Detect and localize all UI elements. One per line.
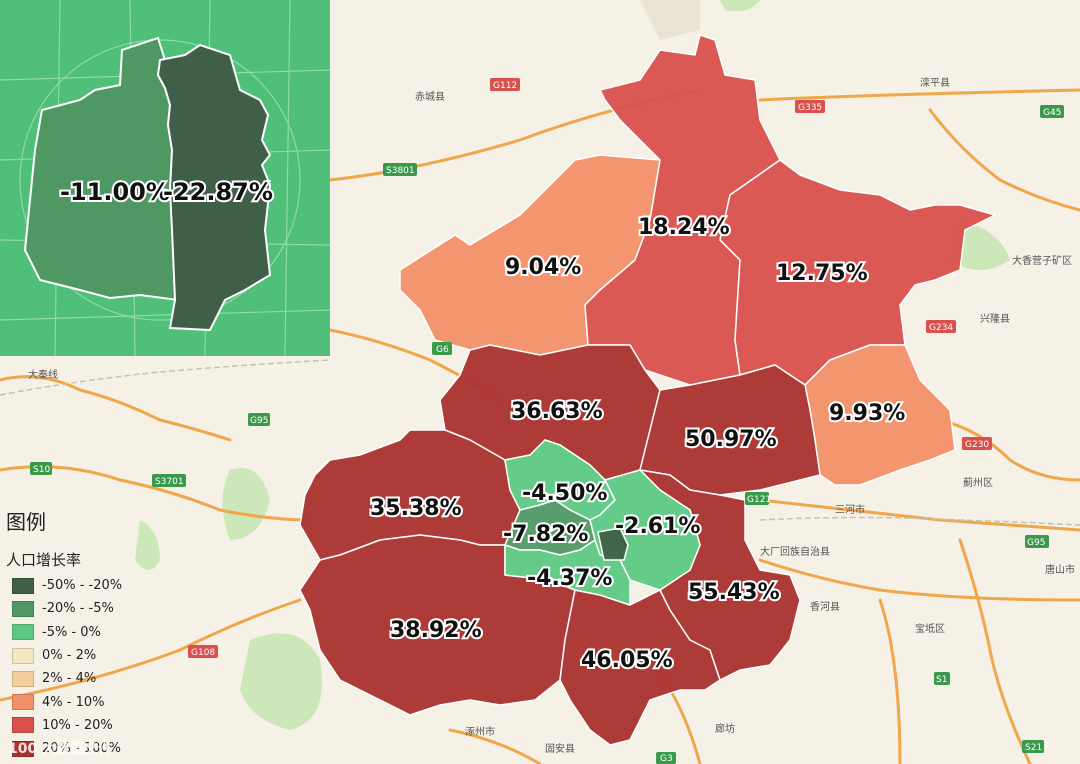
road-label: G95 <box>1027 538 1045 548</box>
label-昌平: 36.63% <box>511 399 603 424</box>
place-label: 三河市 <box>835 503 865 516</box>
road-label: G230 <box>965 440 989 450</box>
rail-label: 大秦线 <box>28 368 58 381</box>
place-label: 香河县 <box>810 601 840 613</box>
legend-swatch <box>12 670 34 687</box>
road-label: S3801 <box>386 166 415 176</box>
legend-swatch <box>12 647 34 664</box>
legend-label: 0% - 2% <box>42 648 97 664</box>
place-label: 大厂回族自治县 <box>760 545 830 558</box>
legend-item: 2% - 4% <box>6 667 156 690</box>
legend-label: 2% - 4% <box>42 671 97 687</box>
place-label: 廊坊 <box>715 722 735 735</box>
inset-dongcheng <box>156 43 272 332</box>
place-label: 蓟州区 <box>963 476 993 489</box>
legend-item: 4% - 10% <box>6 690 156 713</box>
legend-subtitle: 人口增长率 <box>6 551 82 569</box>
legend-swatch <box>12 717 34 734</box>
inset-label-xicheng: -11.00% <box>60 178 170 206</box>
label-房山: 38.92% <box>390 618 482 643</box>
district-丰台 <box>504 539 631 606</box>
district-大兴 <box>559 589 721 746</box>
label-通州: 55.43% <box>688 580 780 605</box>
legend-items: -50% - -20% -20% - -5% -5% - 0% 0% - 2% 2% -… <box>6 574 156 760</box>
legend-label: -50% - -20% <box>42 578 123 594</box>
district-密云 <box>719 159 996 386</box>
road-label: G45 <box>1043 108 1061 118</box>
place-label: 滦平县 <box>920 76 950 89</box>
district-东西城-core <box>597 527 629 561</box>
label-平谷: 9.93% <box>829 401 905 426</box>
road-label: G234 <box>929 323 953 333</box>
place-label: 兴隆县 <box>980 312 1010 325</box>
label-大兴: 46.05% <box>581 648 673 673</box>
road-label: G95 <box>250 416 268 426</box>
legend-item: 10% - 20% <box>6 714 156 737</box>
legend-swatch <box>12 694 34 711</box>
place-labels: 赤城县 滦平县 廊坊 涿州市 固安县 三河市 大厂回族自治县 香河县 宝坻区 蓟… <box>28 76 1075 755</box>
legend-title: 图例 <box>6 510 46 534</box>
label-密云: 12.75% <box>776 261 868 286</box>
legend-item: 0% - 2% <box>6 644 156 667</box>
legend-item: -50% - -20% <box>6 574 156 597</box>
legend-label: 10% - 20% <box>42 717 113 733</box>
legend: 图例 人口增长率 -50% - -20% -20% - -5% -5% - 0% 0%… <box>6 506 156 760</box>
district-polygons <box>299 34 996 746</box>
place-label: 固安县 <box>545 742 575 755</box>
road-label: G108 <box>191 648 215 658</box>
legend-swatch <box>12 600 34 617</box>
legend-item: -5% - 0% <box>6 621 156 644</box>
label-丰台: -4.37% <box>527 566 612 591</box>
legend-swatch <box>12 624 34 641</box>
road-label: S3701 <box>155 477 184 487</box>
inset-map: -11.00% -22.87% <box>0 0 331 357</box>
label-海淀: -4.50% <box>522 481 607 506</box>
legend-item: -20% - -5% <box>6 597 156 620</box>
legend-label: -20% - -5% <box>42 601 114 617</box>
label-延庆: 9.04% <box>505 255 581 280</box>
road-label: S21 <box>1025 743 1042 753</box>
legend-swatch <box>12 577 34 594</box>
legend-label: -5% - 0% <box>42 624 101 640</box>
place-label: 唐山市 <box>1045 563 1075 576</box>
label-怀柔: 18.24% <box>638 215 730 240</box>
place-label: 大香营子矿区 <box>1012 254 1072 267</box>
road-label: G3 <box>660 754 673 764</box>
legend-label: 4% - 10% <box>42 694 105 710</box>
district-labels: 9.04% 18.24% 12.75% 9.93% 36.63% 50.97% … <box>368 213 907 675</box>
legend-label: 20% - 100% <box>42 741 122 757</box>
label-石景山: -7.82% <box>503 522 588 547</box>
road-label: G112 <box>493 81 517 91</box>
place-label: 赤城县 <box>415 91 445 103</box>
place-label: 涿州市 <box>465 725 495 738</box>
label-顺义: 50.97% <box>685 427 777 452</box>
legend-swatch <box>12 740 34 757</box>
label-门头沟: 35.38% <box>370 496 462 521</box>
label-朝阳: -2.61% <box>615 514 700 539</box>
road-label: S10 <box>33 465 50 475</box>
road-label: G121 <box>747 495 771 505</box>
road-shields: G112 G335 G45 S3801 G6 G95 S10 S3701 G10… <box>30 78 1064 764</box>
watermark: 100 大数据文件 <box>8 741 113 757</box>
road-label: G6 <box>436 345 449 355</box>
road-label: G335 <box>798 103 822 113</box>
inset-label-dongcheng: -22.87% <box>163 178 273 206</box>
legend-item: 20% - 100% <box>6 737 156 760</box>
place-label: 宝坻区 <box>915 622 945 635</box>
road-label: S1 <box>936 675 947 685</box>
